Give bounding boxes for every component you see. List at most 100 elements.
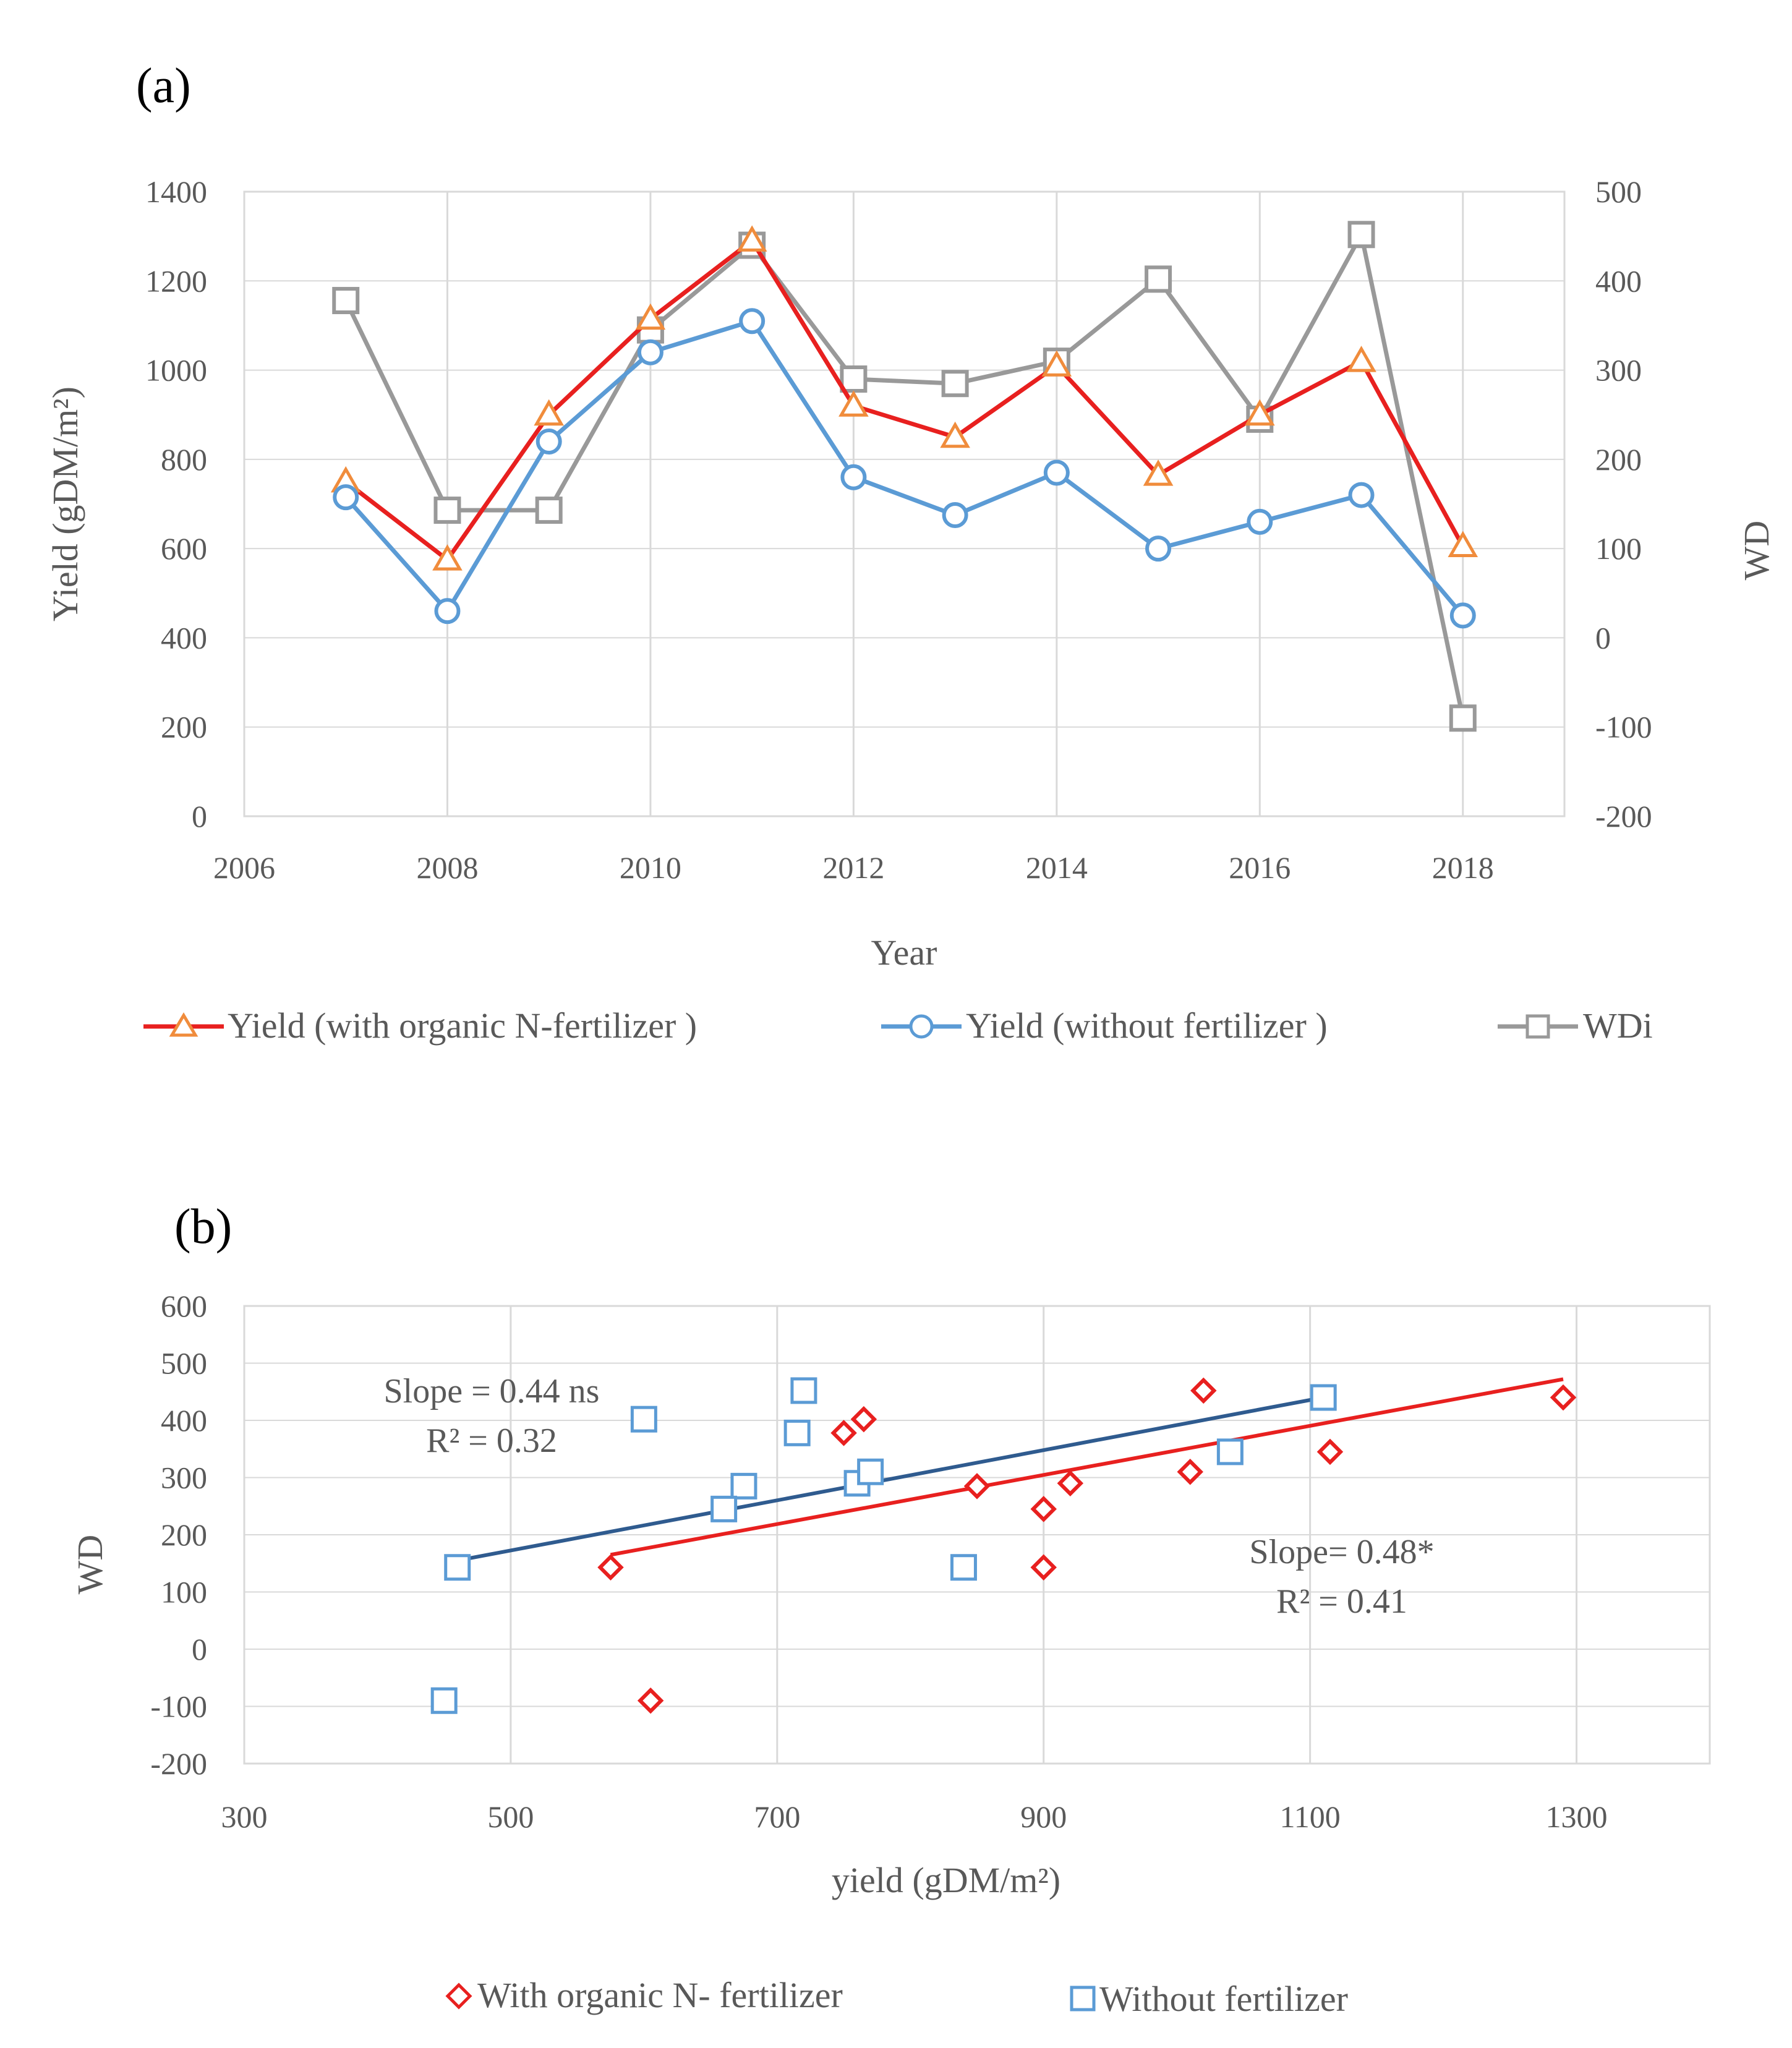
x-tick-label: 1300 [1546, 1799, 1608, 1834]
panel-a-y-ticks: 0 200 400 600 800 1000 1200 1400 [145, 174, 207, 834]
x-tick-label: 2008 [416, 850, 478, 885]
legend-label-without-fertilizer: Yield (without fertilizer ) [966, 1005, 1328, 1046]
data-point-circle [1043, 459, 1070, 486]
y-tick-label: 0 [192, 1632, 207, 1666]
y-tick-label: -100 [150, 1689, 207, 1724]
panel-b-gridlines [243, 1305, 1710, 1764]
annotation-without-fertilizer: Slope = 0.44 ns R² = 0.32 [384, 1372, 600, 1460]
data-point-square [730, 1472, 757, 1500]
panel-a-legend: Yield (with organic N-fertilizer ) Yield… [143, 1005, 1653, 1046]
y2-tick-label: 0 [1595, 620, 1611, 655]
data-point-diamond [597, 1554, 624, 1581]
panel-a-y2-axis-title: WD [1736, 521, 1777, 581]
data-point-triangle [1448, 531, 1478, 558]
y-tick-label: 200 [161, 1517, 207, 1552]
data-point-circle [434, 598, 461, 625]
x-tick-label: 900 [1020, 1799, 1067, 1834]
x-tick-label: 500 [487, 1799, 534, 1834]
legend-diamond-icon [445, 1982, 472, 2010]
data-point-diamond [1057, 1470, 1084, 1496]
series-square [332, 221, 1477, 732]
series-circle [333, 308, 1476, 629]
legend-square-blue-icon [1070, 1986, 1096, 2012]
data-point-square [535, 497, 563, 524]
data-point-square [710, 1495, 738, 1522]
panel-b-x-ticks: 300 500 700 900 1100 1300 [221, 1799, 1608, 1834]
data-point-circle [1247, 508, 1273, 535]
data-point-diamond [963, 1473, 991, 1500]
data-point-square [430, 1687, 458, 1714]
legend-square-icon [1525, 1014, 1550, 1039]
data-point-diamond [830, 1420, 857, 1446]
annotation-slope-with: Slope= 0.48* [1249, 1533, 1434, 1571]
data-point-circle [840, 464, 867, 490]
x-tick-label: 700 [754, 1799, 800, 1834]
data-point-triangle [838, 390, 869, 417]
panel-b-series [430, 1377, 1577, 1714]
y2-tick-label: 300 [1595, 353, 1642, 388]
data-point-square [1145, 265, 1172, 293]
y2-tick-label: 100 [1595, 531, 1642, 566]
x-tick-label: 2018 [1432, 850, 1494, 885]
x-tick-label: 2012 [822, 850, 884, 885]
data-point-square [332, 287, 360, 315]
legend-triangle-icon [169, 1012, 198, 1037]
panel-a-series [330, 221, 1478, 732]
annotation-with-fertilizer: Slope= 0.48* R² = 0.41 [1249, 1533, 1434, 1621]
data-point-diamond [850, 1406, 877, 1433]
data-point-triangle [432, 544, 463, 571]
data-point-circle [1449, 602, 1476, 629]
data-point-circle [739, 308, 766, 335]
data-point-triangle [1346, 346, 1376, 372]
x-tick-label: 300 [221, 1799, 268, 1834]
panel-b-y-ticks: -200 -100 0 100 200 300 400 500 600 [150, 1289, 207, 1781]
data-point-circle [1348, 482, 1375, 508]
panel-a-line-chart: (a) 0 200 400 600 800 1000 1200 1400 -200 -100 0 1… [45, 59, 1777, 1046]
legend-label-wdi: WDi [1583, 1005, 1653, 1046]
panel-a-gridlines [243, 191, 1564, 817]
data-point-circle [942, 502, 968, 529]
data-point-triangle [635, 303, 666, 330]
data-point-square [433, 497, 461, 524]
legend-item-without: Without fertilizer [1070, 1979, 1348, 2019]
data-point-square [1216, 1438, 1244, 1466]
panel-b-label: (b) [174, 1200, 232, 1254]
panel-a-y-axis-title: Yield (gDM/m²) [45, 386, 85, 621]
data-point-diamond [1030, 1554, 1057, 1581]
data-point-square [1310, 1384, 1337, 1411]
data-point-square [1449, 704, 1477, 732]
legend-circle-icon [909, 1014, 934, 1039]
data-point-diamond [1190, 1377, 1217, 1404]
data-point-triangle [940, 421, 970, 448]
data-point-circle [535, 429, 562, 454]
data-point-square [783, 1419, 811, 1446]
y-tick-label: 100 [161, 1575, 207, 1610]
data-point-square [941, 370, 969, 398]
x-tick-label: 2016 [1229, 850, 1291, 885]
y-tick-label: 600 [161, 1289, 207, 1323]
panel-b-y-axis-title: WD [70, 1535, 110, 1595]
annotation-slope-without: Slope = 0.44 ns [384, 1372, 600, 1410]
data-point-square [840, 365, 868, 393]
series-line [344, 238, 1465, 562]
y-tick-label: 1200 [145, 263, 207, 298]
data-point-square [790, 1377, 817, 1404]
y-tick-label: 800 [161, 442, 207, 477]
annotation-r2-with: R² = 0.41 [1276, 1582, 1407, 1621]
panel-a-label: (a) [136, 59, 191, 113]
data-point-triangle [1041, 350, 1072, 377]
panel-a-x-ticks: 2006 2008 2010 2012 2014 2016 2018 [213, 850, 1494, 885]
y-tick-label: 1400 [145, 174, 207, 209]
data-point-triangle [1143, 459, 1174, 486]
y2-tick-label: -200 [1595, 799, 1652, 834]
data-point-diamond [1030, 1496, 1057, 1522]
x-tick-label: 1100 [1280, 1799, 1341, 1834]
panel-a-x-axis-title: Year [871, 932, 937, 973]
series-line [344, 232, 1466, 719]
y-tick-label: 400 [161, 1403, 207, 1438]
data-point-triangle [534, 399, 564, 426]
y2-tick-label: -100 [1595, 710, 1652, 745]
data-point-square [1347, 221, 1375, 249]
y-tick-label: 200 [161, 710, 207, 745]
legend-item-with-organic: With organic N- fertilizer [445, 1975, 843, 2015]
